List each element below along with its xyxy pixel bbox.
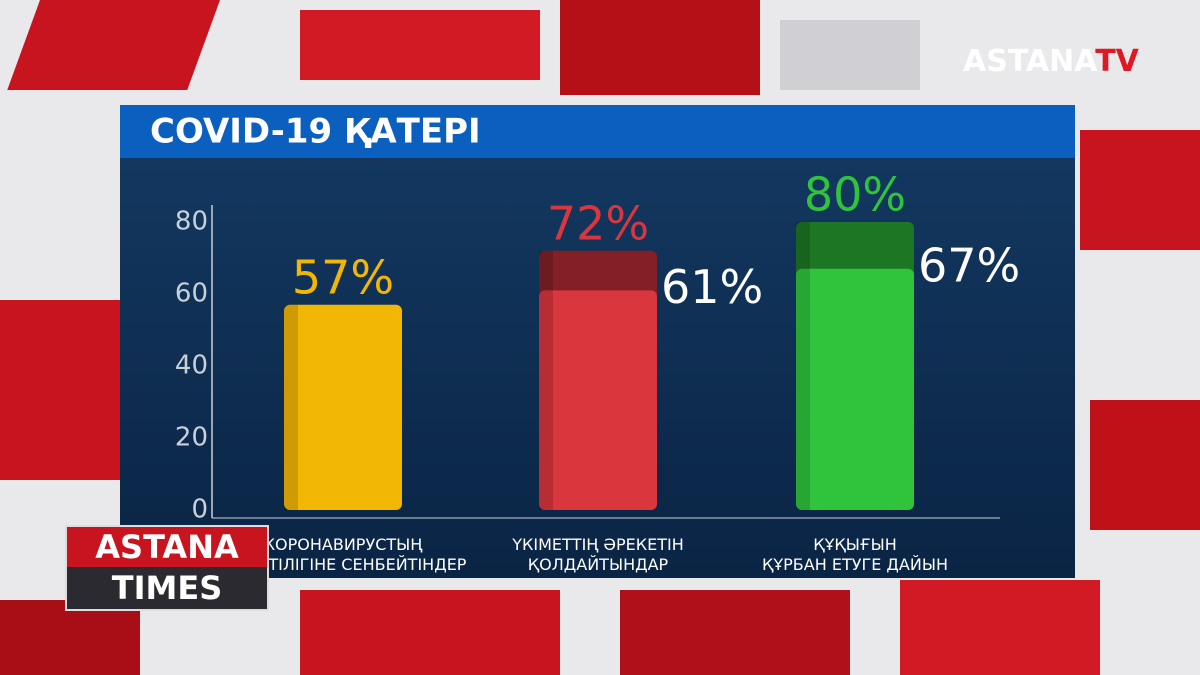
chart-title: COVID-19 ҚАТЕРІ xyxy=(150,112,481,152)
bar-shade xyxy=(539,250,553,511)
y-tick-label: 60 xyxy=(175,279,208,309)
y-tick-label: 80 xyxy=(175,207,208,237)
bar xyxy=(284,304,402,510)
title-bar xyxy=(120,105,1075,158)
logo: ASTANATV xyxy=(963,44,1140,79)
y-tick-label: 20 xyxy=(175,423,208,453)
bar-inner xyxy=(539,290,657,510)
show-line2: TIMES xyxy=(111,569,223,607)
value-label: 57% xyxy=(292,250,394,304)
show-line1: ASTANA xyxy=(67,527,267,567)
x-tick-label: ҮКІМЕТТІҢ ӘРЕКЕТІН ҚОЛДАЙТЫНДАР xyxy=(512,535,684,574)
value-label: 80% xyxy=(804,168,906,222)
bar-shade xyxy=(796,222,810,510)
y-tick-label: 0 xyxy=(191,495,208,525)
bar-shade xyxy=(284,304,298,510)
y-tick-label: 40 xyxy=(175,351,208,381)
bar-inner xyxy=(796,268,914,510)
show-logo: ASTANA TIMES xyxy=(65,525,269,611)
logo-brand: ASTANA xyxy=(963,44,1098,79)
logo-suffix: TV xyxy=(1095,44,1139,79)
value-label: 72% xyxy=(547,196,649,250)
x-tick-label: ҚҰҚЫҒЫН ҚҰРБАН ЕТУГЕ ДАЙЫН xyxy=(762,535,948,574)
inner-value-label: 61% xyxy=(661,260,763,314)
inner-value-label: 67% xyxy=(918,238,1020,292)
